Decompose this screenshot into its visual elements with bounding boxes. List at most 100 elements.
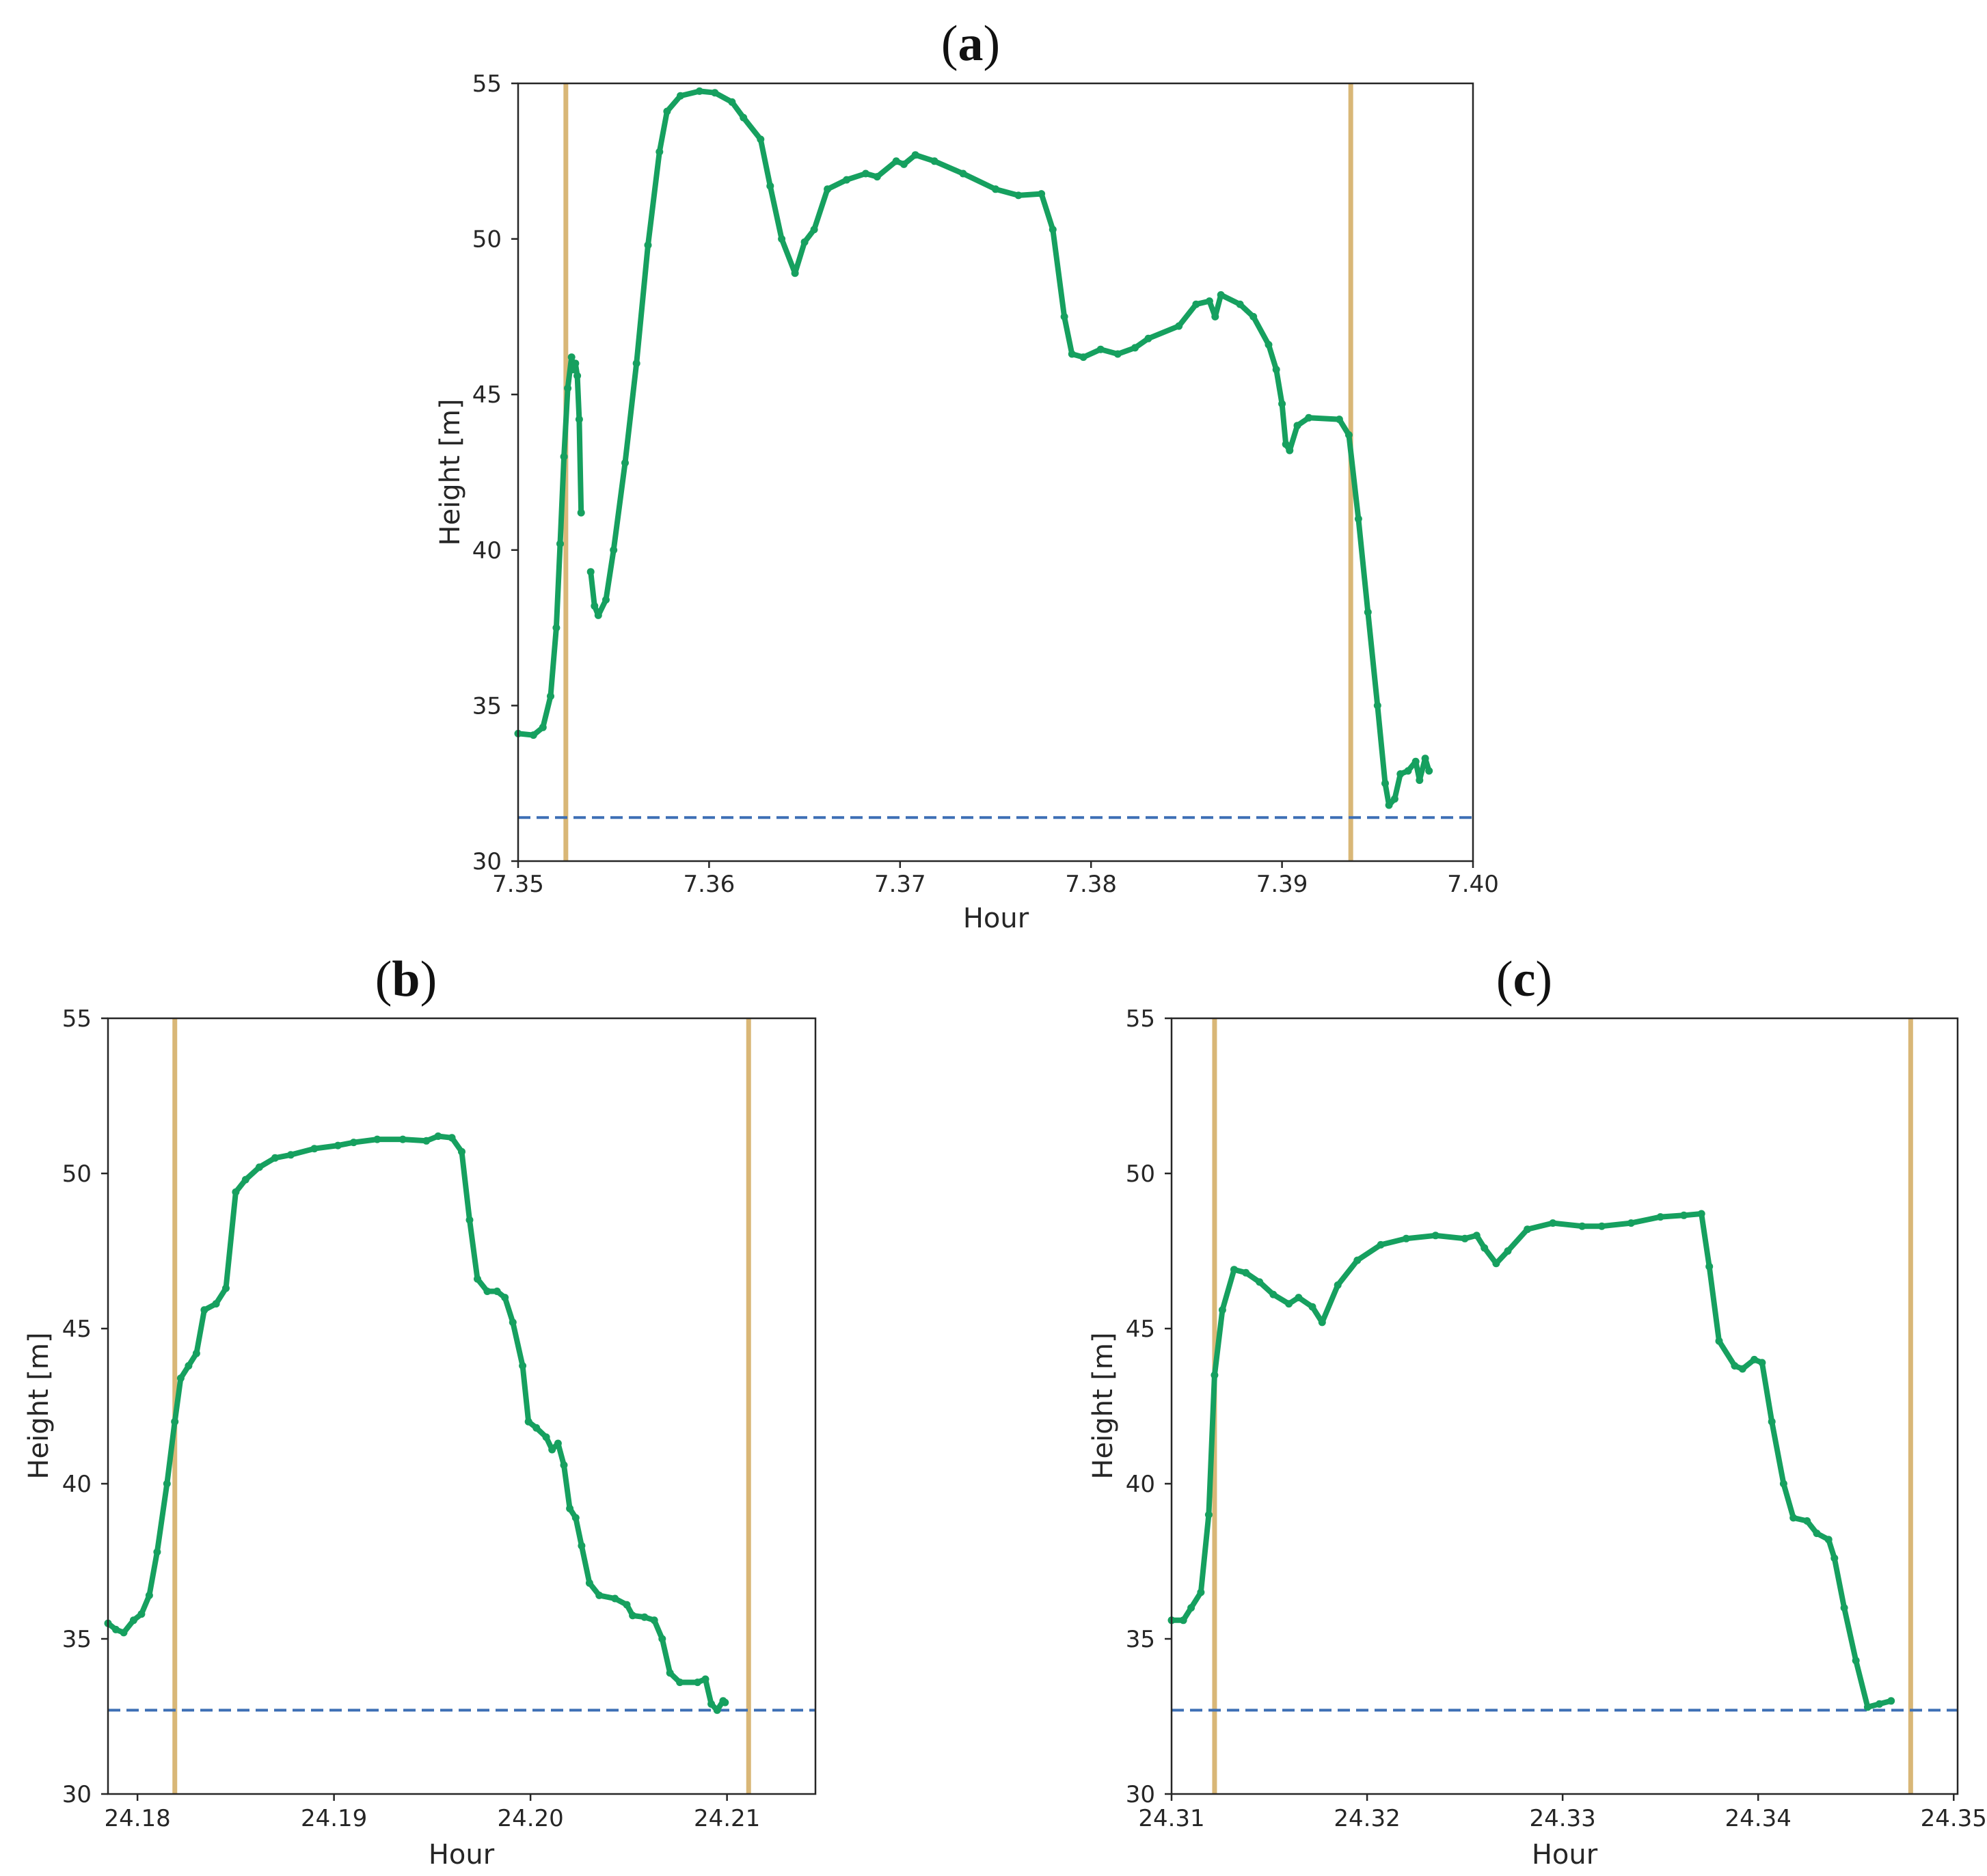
height-data-point [1381,779,1389,787]
height-data-point [1256,1278,1264,1286]
y-axis-label: Height [m] [23,1332,55,1479]
height-data-point [1308,1303,1316,1311]
y-axis-label: Height [m] [1087,1332,1119,1479]
height-data-point [824,185,832,193]
y-tick-label: 45 [62,1316,92,1343]
height-data-point [185,1362,193,1370]
height-data-point [241,1175,249,1184]
height-data-point [1278,400,1286,408]
panel-title-part: ) [1535,951,1552,1007]
y-tick-label: 30 [1126,1781,1155,1808]
height-data-point [585,1579,593,1587]
height-data-point [1353,1256,1362,1264]
height-data-point [145,1591,153,1599]
height-data-point [900,160,908,168]
panel-title-part: a [958,16,984,72]
y-tick-label: 35 [62,1626,92,1653]
height-data-point [663,107,671,115]
height-data-point [1824,1536,1833,1544]
height-data-point [711,89,719,97]
y-tick-label: 50 [1126,1160,1155,1188]
height-data-point [911,151,919,159]
height-series-line [588,88,1432,808]
height-data-point [575,416,583,424]
x-tick-label: 24.19 [301,1805,367,1832]
height-data-point [1205,297,1213,305]
height-data-point [1335,416,1343,424]
height-data-point [586,568,595,576]
height-data-point [1014,191,1023,200]
height-data-point [1390,795,1398,803]
height-data-point [1803,1517,1811,1525]
height-data-point [1113,350,1122,358]
height-data-point [529,731,537,739]
x-tick-label: 7.38 [1065,871,1117,898]
height-data-point [757,135,765,144]
height-data-point [564,384,572,392]
height-data-point [548,1445,556,1454]
panel-b: (b) 24.18 24.19 24.20 24.21 30 35 40 45 50 55 Hour H… [23,951,817,1871]
height-data-point [1578,1222,1586,1230]
height-data-point [422,1137,431,1145]
x-tick-label: 7.40 [1447,871,1499,898]
height-data-point [1876,1700,1884,1708]
height-data-point [1863,1703,1871,1711]
y-tick-label: 55 [1126,1005,1155,1033]
height-data-point [1813,1530,1821,1538]
height-data-point [1421,755,1429,763]
height-data-point [778,235,786,243]
x-tick-label: 7.37 [874,871,926,898]
height-data-point [1192,300,1200,308]
x-tick-label: 7.39 [1256,871,1308,898]
x-tick-label: 7.35 [492,871,544,898]
height-data-point [1751,1355,1758,1363]
panel-title-part: b [392,951,420,1007]
y-tick-label: 40 [1126,1471,1155,1498]
height-data-point [728,98,736,106]
height-data-point [171,1417,179,1426]
height-data-point [843,176,851,184]
height-data-point [1416,776,1424,785]
height-data-point [1396,770,1405,778]
y-tick-label: 50 [472,226,502,254]
height-data-point [483,1288,491,1295]
height-data-point [713,1706,721,1714]
height-data-point [1680,1211,1688,1219]
height-data-point [1293,422,1301,430]
x-tick-label: 24.20 [497,1805,563,1832]
height-data-point [1492,1260,1500,1268]
height-data-point [577,508,585,517]
height-data-point [1431,1232,1439,1240]
height-data-point [532,1424,541,1432]
height-data-point [695,87,703,95]
height-data-point [129,1616,137,1624]
height-data-point [892,157,900,165]
height-data-point [621,459,629,467]
height-data-point [560,452,568,461]
y-tick-label: 45 [1126,1316,1155,1343]
x-axis-label: Hour [1532,1839,1598,1871]
height-data-point [434,1132,442,1140]
plot-frame [107,1017,817,1795]
height-data-point [566,1504,574,1512]
height-data-point [1269,1290,1278,1299]
y-tick-label: 40 [62,1471,92,1498]
height-data-point [1779,1480,1787,1488]
height-data-point [611,1594,619,1603]
y-tick-label: 35 [1126,1626,1155,1653]
height-data-point [644,241,652,249]
height-data-point [602,596,610,604]
height-data-point [1286,446,1294,454]
height-data-point [1627,1219,1635,1227]
height-data-point [573,372,582,380]
height-data-point [1715,1337,1723,1345]
height-data-point [1187,1604,1195,1612]
height-data-point [1364,608,1372,616]
height-data-point [591,602,599,610]
height-data-point [862,169,869,178]
height-data-point [509,1318,517,1327]
height-data-point [1249,312,1258,321]
height-data-point [524,1417,532,1426]
height-data-point [448,1134,456,1142]
height-data-point [1377,1240,1385,1249]
